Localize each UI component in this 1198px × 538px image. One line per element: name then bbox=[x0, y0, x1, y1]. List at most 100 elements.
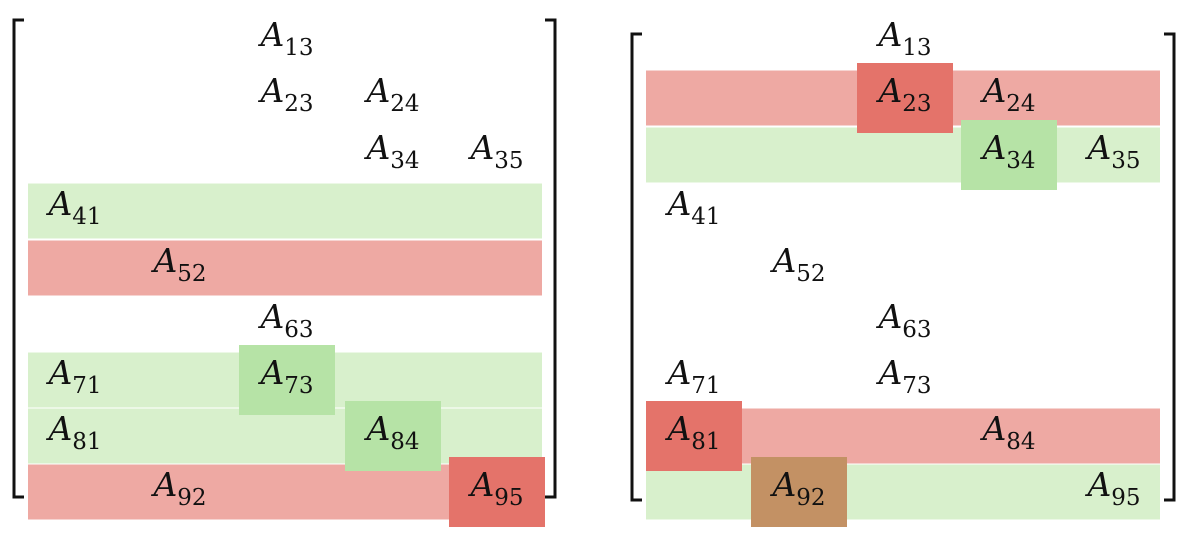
right-matrix-entry-52: A52 bbox=[769, 241, 825, 287]
entry-subscript: 13 bbox=[284, 35, 313, 61]
entry-variable: A bbox=[769, 465, 796, 504]
entry-subscript: 41 bbox=[691, 204, 720, 230]
entry-subscript: 95 bbox=[494, 485, 523, 511]
entry-variable: A bbox=[664, 353, 691, 392]
left-matrix-entry-24: A24 bbox=[363, 71, 419, 117]
entry-variable: A bbox=[45, 409, 72, 448]
entry-variable: A bbox=[257, 297, 284, 336]
entry-variable: A bbox=[769, 241, 796, 280]
right-matrix-entry-81: A81 bbox=[664, 409, 720, 455]
entry-subscript: 81 bbox=[72, 429, 101, 455]
left-matrix-entry-34: A34 bbox=[363, 128, 419, 174]
left-matrix-entry-13: A13 bbox=[257, 15, 313, 61]
entry-subscript: 52 bbox=[796, 261, 825, 287]
entry-variable: A bbox=[875, 15, 902, 54]
right-matrix-cell-highlights bbox=[646, 63, 1057, 527]
right-matrix-entry-34: A34 bbox=[979, 128, 1035, 174]
right-matrix-entry-92: A92 bbox=[769, 465, 825, 511]
entry-variable: A bbox=[363, 409, 390, 448]
entry-subscript: 35 bbox=[1111, 148, 1140, 174]
entry-subscript: 71 bbox=[691, 373, 720, 399]
right-matrix-entry-95: A95 bbox=[1084, 465, 1140, 511]
entry-variable: A bbox=[257, 15, 284, 54]
left-matrix-entry-52: A52 bbox=[150, 241, 206, 287]
entry-variable: A bbox=[257, 71, 284, 110]
left-matrix-left-bracket bbox=[12, 18, 24, 499]
left-matrix-cell-highlights bbox=[239, 345, 545, 527]
entry-subscript: 35 bbox=[494, 148, 523, 174]
left-matrix-entry-23: A23 bbox=[257, 71, 313, 117]
entry-variable: A bbox=[257, 353, 284, 392]
left-matrix-right-bracket bbox=[545, 18, 557, 499]
right-matrix-cell-92-overlap-highlight bbox=[751, 457, 847, 527]
right-matrix-entry-71: A71 bbox=[664, 353, 720, 399]
entry-variable: A bbox=[664, 184, 691, 223]
entry-variable: A bbox=[664, 409, 691, 448]
left-matrix-row-5-red-band bbox=[28, 240, 542, 296]
left-matrix-entry-81: A81 bbox=[45, 409, 101, 455]
right-matrix-row-3-green-band bbox=[646, 127, 1160, 183]
entry-subscript: 95 bbox=[1111, 485, 1140, 511]
entry-subscript: 52 bbox=[177, 261, 206, 287]
entry-variable: A bbox=[45, 184, 72, 223]
right-matrix-entry-73: A73 bbox=[875, 353, 931, 399]
entry-variable: A bbox=[979, 128, 1006, 167]
entry-subscript: 84 bbox=[1006, 429, 1035, 455]
entry-variable: A bbox=[150, 241, 177, 280]
entry-subscript: 92 bbox=[177, 485, 206, 511]
left-matrix-entry-71: A71 bbox=[45, 353, 101, 399]
entry-subscript: 92 bbox=[796, 485, 825, 511]
left-matrix-entry-41: A41 bbox=[45, 184, 101, 230]
entry-subscript: 84 bbox=[390, 429, 419, 455]
right-matrix-entry-24: A24 bbox=[979, 71, 1035, 117]
left-matrix-entry-84: A84 bbox=[363, 409, 419, 455]
right-matrix-entry-84: A84 bbox=[979, 409, 1035, 455]
left-matrix-entry-73: A73 bbox=[257, 353, 313, 399]
right-matrix-entry-41: A41 bbox=[664, 184, 720, 230]
entry-variable: A bbox=[1084, 465, 1111, 504]
entry-subscript: 23 bbox=[284, 91, 313, 117]
right-matrix-left-bracket bbox=[630, 32, 642, 502]
entry-subscript: 24 bbox=[1006, 91, 1035, 117]
entry-variable: A bbox=[875, 71, 902, 110]
entry-subscript: 34 bbox=[390, 148, 419, 174]
entry-variable: A bbox=[467, 465, 494, 504]
right-matrix-entry-63: A63 bbox=[875, 297, 931, 343]
left-matrix-entry-63: A63 bbox=[257, 297, 313, 343]
right-matrix-entry-35: A35 bbox=[1084, 128, 1140, 174]
right-matrix-right-bracket bbox=[1164, 32, 1176, 502]
entry-subscript: 13 bbox=[902, 35, 931, 61]
left-matrix-cell-84-green-highlight bbox=[345, 401, 441, 471]
entry-subscript: 41 bbox=[72, 204, 101, 230]
entry-variable: A bbox=[979, 409, 1006, 448]
right-matrix-cell-23-red-highlight bbox=[857, 63, 953, 133]
entry-variable: A bbox=[45, 353, 72, 392]
entry-subscript: 81 bbox=[691, 429, 720, 455]
entry-variable: A bbox=[467, 128, 494, 167]
left-matrix-row-highlights bbox=[28, 183, 542, 520]
entry-subscript: 34 bbox=[1006, 148, 1035, 174]
entry-variable: A bbox=[363, 71, 390, 110]
left-matrix-cell-73-green-highlight bbox=[239, 345, 335, 415]
entry-variable: A bbox=[150, 465, 177, 504]
left-matrix-cell-95-red-highlight bbox=[449, 457, 545, 527]
right-matrix-entry-13: A13 bbox=[875, 15, 931, 61]
entry-variable: A bbox=[363, 128, 390, 167]
right-matrix-row-9-green-band bbox=[646, 464, 1160, 520]
entry-subscript: 23 bbox=[902, 91, 931, 117]
right-matrix-cell-81-red-highlight bbox=[646, 401, 742, 471]
entry-variable: A bbox=[875, 353, 902, 392]
entry-subscript: 63 bbox=[902, 317, 931, 343]
left-matrix-entry-35: A35 bbox=[467, 128, 523, 174]
left-matrix-entry-95: A95 bbox=[467, 465, 523, 511]
right-matrix-cell-34-green-highlight bbox=[961, 120, 1057, 190]
entry-subscript: 71 bbox=[72, 373, 101, 399]
right-matrix-entry-23: A23 bbox=[875, 71, 931, 117]
entry-variable: A bbox=[875, 297, 902, 336]
entry-subscript: 73 bbox=[902, 373, 931, 399]
entry-variable: A bbox=[1084, 128, 1111, 167]
